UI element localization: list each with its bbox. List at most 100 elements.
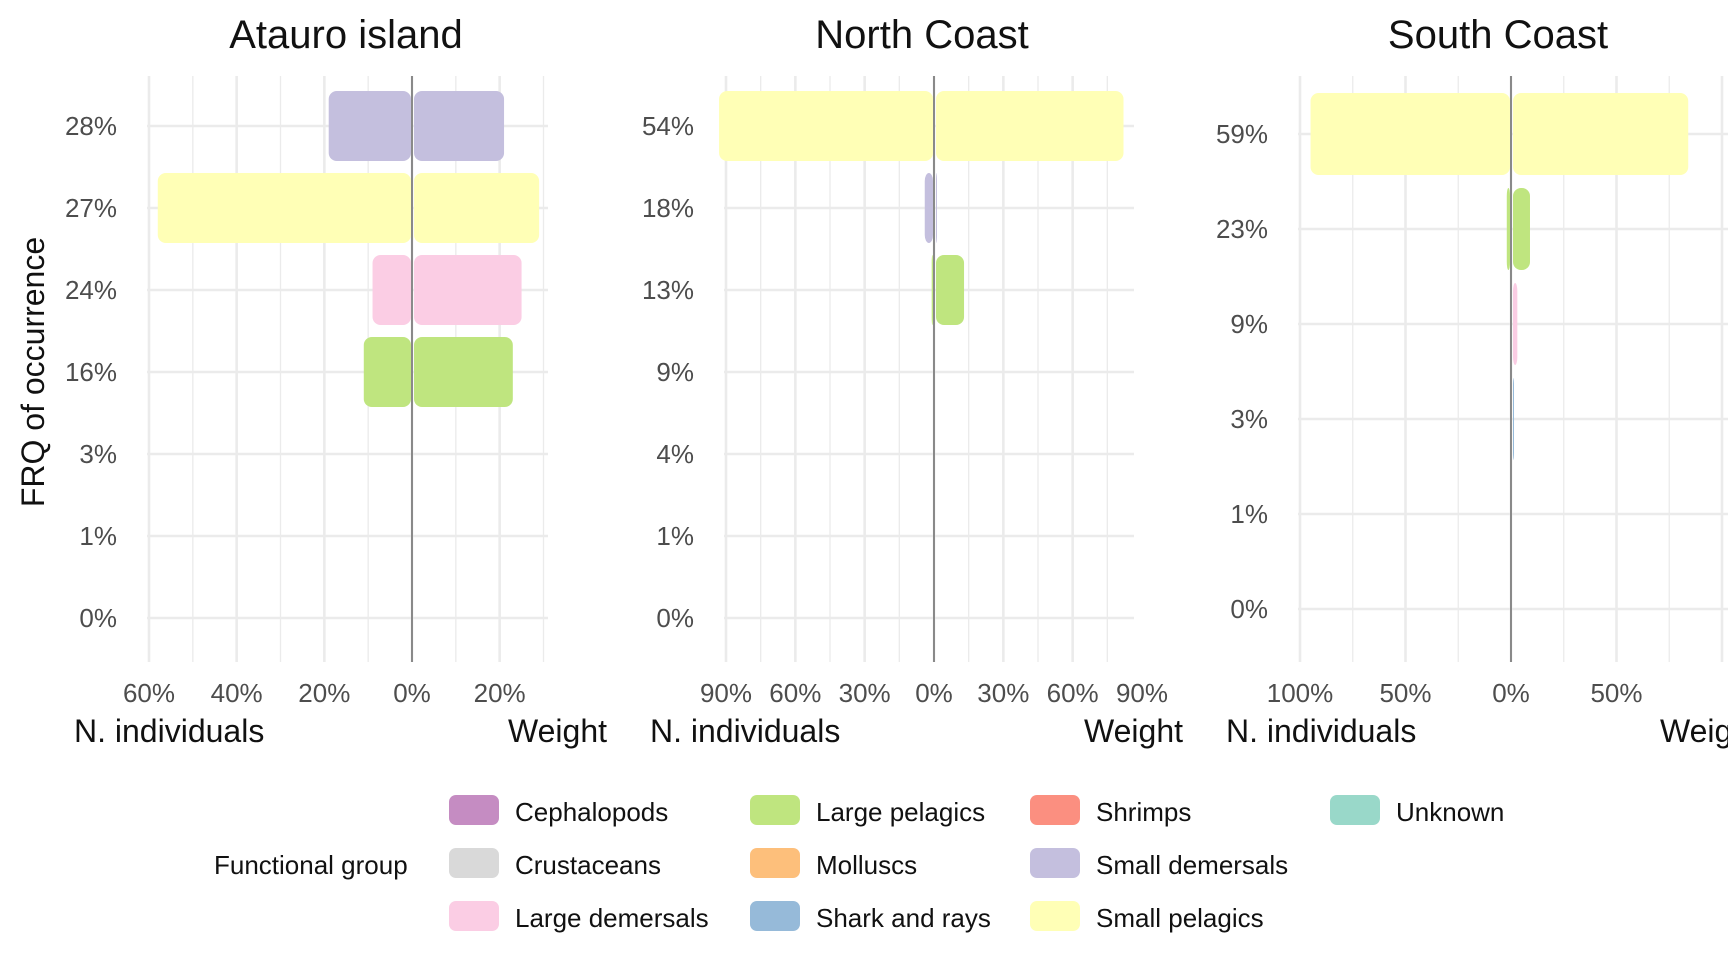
legend-item-shrimps: Shrimps [1030, 795, 1191, 827]
y-tick-label: 9% [1230, 309, 1268, 339]
y-tick-label: 16% [65, 357, 117, 387]
x-axis-label-left: N. individuals [1226, 713, 1416, 749]
legend-item-small-demersals: Small demersals [1030, 848, 1288, 880]
x-tick-label: 30% [977, 678, 1029, 708]
legend-swatch [1030, 848, 1080, 878]
y-tick-label: 1% [656, 521, 694, 551]
bar-large-pelagics-n-individuals [1506, 188, 1510, 270]
legend-title: Functional group [214, 850, 408, 880]
legend-swatch [750, 848, 800, 878]
legend-swatch [449, 901, 499, 931]
x-axis-label-right: Weight [1084, 713, 1183, 749]
legend-items: Cephalopods Crustaceans Large demersals Lar… [449, 795, 1504, 933]
y-tick-label: 1% [1230, 499, 1268, 529]
legend-swatch [750, 901, 800, 931]
legend-swatch [1030, 795, 1080, 825]
legend-label: Large pelagics [816, 797, 985, 827]
x-tick-label: 50% [1590, 678, 1642, 708]
panel-north-coast: North Coast 54% 18% 13% 9% 4% 1% 0% 90% 60% 30% 0% 3… [642, 13, 1183, 749]
bar-shark-and-rays-weight [1513, 378, 1514, 460]
bar-small-demersals-weight [414, 91, 505, 161]
legend-label: Small pelagics [1096, 903, 1264, 933]
legend-swatch [750, 795, 800, 825]
bar-small-pelagics-weight [1513, 93, 1689, 175]
y-tick-label: 27% [65, 193, 117, 223]
y-tick-label: 3% [79, 439, 117, 469]
x-axis-label-left: N. individuals [650, 713, 840, 749]
y-tick-label: 23% [1216, 214, 1268, 244]
y-tick-label: 13% [642, 275, 694, 305]
y-tick-label: 4% [656, 439, 694, 469]
legend-label: Shrimps [1096, 797, 1191, 827]
x-tick-label: 30% [839, 678, 891, 708]
bar-large-demersals-weight [1513, 283, 1518, 365]
bar-large-demersals-weight [414, 255, 522, 325]
legend-item-large-demersals: Large demersals [449, 901, 709, 933]
y-tick-label: 9% [656, 357, 694, 387]
bar-large-pelagics-n-individuals [363, 337, 411, 407]
chart-panels: Atauro island 28% 27% 24% 16% 3% 1% 0% 60% 40% 20%… [65, 13, 1728, 749]
x-tick-label: 20% [474, 678, 526, 708]
x-axis-label-left: N. individuals [74, 713, 264, 749]
x-tick-label: 0% [1492, 678, 1530, 708]
x-axis-label-right: Weight [508, 713, 607, 749]
bar-small-demersals-n-individuals [924, 173, 933, 243]
legend-label: Small demersals [1096, 850, 1288, 880]
legend-item-cephalopods: Cephalopods [449, 795, 668, 827]
x-tick-label: 0% [393, 678, 431, 708]
bar-large-demersals-n-individuals [372, 255, 411, 325]
y-tick-label: 59% [1216, 119, 1268, 149]
x-tick-label: 100% [1267, 678, 1334, 708]
y-tick-label: 3% [1230, 404, 1268, 434]
panel-title: North Coast [815, 13, 1028, 57]
y-tick-label: 0% [656, 603, 694, 633]
bar-large-pelagics-weight [1513, 188, 1530, 270]
x-tick-label: 90% [700, 678, 752, 708]
y-tick-label: 1% [79, 521, 117, 551]
legend-item-crustaceans: Crustaceans [449, 848, 661, 880]
bar-small-pelagics-weight [936, 91, 1124, 161]
x-tick-label: 20% [298, 678, 350, 708]
x-tick-label: 0% [915, 678, 953, 708]
y-tick-label: 28% [65, 111, 117, 141]
legend-swatch [1330, 795, 1380, 825]
legend-label: Large demersals [515, 903, 709, 933]
legend-swatch [1030, 901, 1080, 931]
legend-label: Unknown [1396, 797, 1504, 827]
x-tick-label: 60% [769, 678, 821, 708]
panel-title: Atauro island [229, 13, 462, 57]
y-tick-label: 18% [642, 193, 694, 223]
x-tick-label: 60% [123, 678, 175, 708]
bar-large-pelagics-weight [414, 337, 513, 407]
legend-label: Cephalopods [515, 797, 668, 827]
legend-label: Crustaceans [515, 850, 661, 880]
legend: Functional group Cephalopods Crustaceans L… [214, 795, 1504, 933]
legend-label: Molluscs [816, 850, 917, 880]
bar-large-pelagics-weight [936, 255, 965, 325]
y-tick-label: 24% [65, 275, 117, 305]
bar-small-demersals-weight [936, 173, 937, 243]
legend-swatch [449, 848, 499, 878]
bar-small-pelagics-n-individuals [719, 91, 933, 161]
x-tick-label: 60% [1047, 678, 1099, 708]
bar-large-pelagics-n-individuals [931, 255, 933, 325]
panel-atauro-island: Atauro island 28% 27% 24% 16% 3% 1% 0% 60% 40% 20%… [65, 13, 607, 749]
legend-item-shark-and-rays: Shark and rays [750, 901, 991, 933]
y-tick-label: 54% [642, 111, 694, 141]
legend-item-small-pelagics: Small pelagics [1030, 901, 1264, 933]
y-tick-label: 0% [79, 603, 117, 633]
bar-small-pelagics-n-individuals [1310, 93, 1510, 175]
legend-item-unknown: Unknown [1330, 795, 1504, 827]
x-tick-label: 40% [211, 678, 263, 708]
legend-item-large-pelagics: Large pelagics [750, 795, 985, 827]
bar-small-demersals-n-individuals [328, 91, 411, 161]
bar-small-pelagics-n-individuals [157, 173, 411, 243]
panel-title: South Coast [1388, 13, 1608, 57]
y-tick-label: 0% [1230, 594, 1268, 624]
y-axis-label: FRQ of occurrence [15, 237, 51, 507]
bar-small-pelagics-weight [414, 173, 540, 243]
legend-swatch [449, 795, 499, 825]
legend-item-molluscs: Molluscs [750, 848, 917, 880]
x-tick-label: 90% [1116, 678, 1168, 708]
